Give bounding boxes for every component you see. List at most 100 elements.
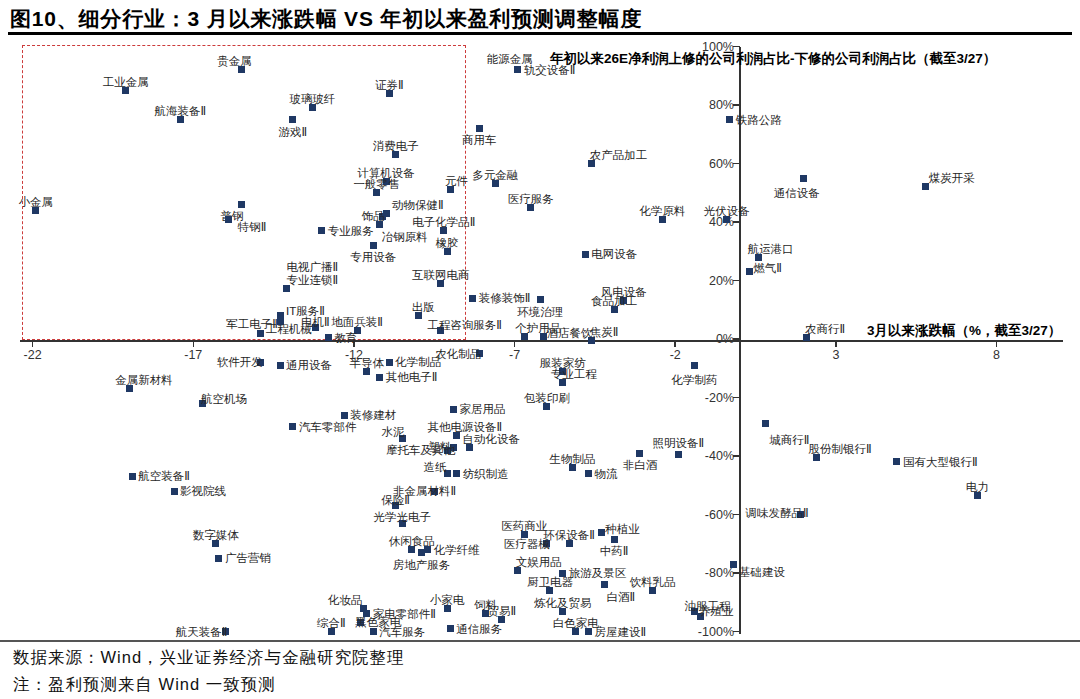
scatter-point xyxy=(469,295,476,302)
scatter-point xyxy=(585,628,592,635)
point-label: 医疗服务 xyxy=(508,193,554,206)
point-label: 通用设备 xyxy=(286,359,332,372)
point-label: 光伏设备 xyxy=(704,205,750,218)
point-label: 航海装备Ⅱ xyxy=(155,105,207,118)
point-label: 煤炭开采 xyxy=(929,172,975,185)
point-label: 焦炭Ⅱ xyxy=(590,326,619,339)
point-label: 物流 xyxy=(594,467,617,480)
scatter-point xyxy=(800,175,807,182)
point-label: 燃气Ⅱ xyxy=(753,261,782,274)
point-label: 游戏Ⅱ xyxy=(279,126,308,139)
point-label: 城商行Ⅱ xyxy=(769,434,809,447)
scatter-point xyxy=(325,334,332,341)
point-label: 养殖业 xyxy=(699,605,734,618)
y-tick-mark xyxy=(733,280,740,282)
point-label: 非白酒 xyxy=(623,459,658,472)
scatter-point xyxy=(171,488,178,495)
scatter-point xyxy=(582,251,589,258)
point-label: 电网设备 xyxy=(591,248,637,261)
point-label: 水泥 xyxy=(382,426,405,439)
point-label: 照明设备Ⅱ xyxy=(653,437,705,450)
x-axis-title: 3月以来涨跌幅（%，截至3/27） xyxy=(867,322,1061,340)
point-label: 电力 xyxy=(966,481,989,494)
point-label: 贵金属 xyxy=(217,55,252,68)
scatter-point xyxy=(537,296,544,303)
point-label: 农化制品 xyxy=(435,347,481,360)
footnote: 注：盈利预测来自 Wind 一致预测 xyxy=(13,674,276,696)
point-label: 航空装备Ⅱ xyxy=(138,470,190,483)
scatter-point xyxy=(453,470,460,477)
point-label: 调味发酵品Ⅱ xyxy=(745,506,808,519)
scatter-point xyxy=(289,116,296,123)
y-tick-mark xyxy=(733,397,740,399)
scatter-point xyxy=(363,610,370,617)
point-label: 商用车 xyxy=(462,134,497,147)
y-tick-label: 60% xyxy=(654,157,734,171)
scatter-point xyxy=(601,581,608,588)
point-label: 农商行Ⅱ xyxy=(805,323,845,336)
point-label: 股份制银行Ⅱ xyxy=(809,443,872,456)
y-tick-label: -40% xyxy=(654,449,734,463)
scatter-point xyxy=(585,470,592,477)
point-label: 化学制药 xyxy=(672,374,718,387)
y-tick-mark xyxy=(733,631,740,633)
y-axis-line xyxy=(739,47,741,634)
point-label: 特钢Ⅱ xyxy=(238,221,267,234)
x-tick-label: 8 xyxy=(967,348,1027,362)
point-label: 动物保健Ⅱ xyxy=(392,199,444,212)
scatter-point xyxy=(636,450,643,457)
point-label: 医药商业 xyxy=(501,520,547,533)
point-label: 通信设备 xyxy=(774,187,820,200)
point-label: 证券Ⅱ xyxy=(375,79,404,92)
scatter-point xyxy=(893,458,900,465)
point-label: 化学原料 xyxy=(639,205,685,218)
scatter-point xyxy=(675,451,682,458)
scatter-point xyxy=(418,549,425,556)
point-label: 元件 xyxy=(445,175,468,188)
point-label: 综合Ⅱ xyxy=(317,617,346,630)
source-note: 数据来源：Wind，兴业证券经济与金融研究院整理 xyxy=(13,647,405,669)
point-label: 数字媒体 xyxy=(193,529,239,542)
point-label: 包装印刷 xyxy=(524,392,570,405)
y-tick-mark xyxy=(733,104,740,106)
point-label: 环境治理 xyxy=(517,306,563,319)
point-label: 装修装饰Ⅱ xyxy=(479,292,531,305)
point-label: 航运港口 xyxy=(748,243,794,256)
point-label: 多元金融 xyxy=(472,169,518,182)
point-label: 专用设备 xyxy=(350,251,396,264)
x-tick-mark xyxy=(514,341,516,347)
point-label: 工业金属 xyxy=(103,76,149,89)
scatter-point xyxy=(424,546,431,553)
point-label: 电视广播Ⅱ xyxy=(287,261,339,274)
scatter-point xyxy=(476,125,483,132)
scatter-point xyxy=(762,420,769,427)
scatter-point xyxy=(691,362,698,369)
y-tick-mark xyxy=(733,163,740,165)
point-label: 农产品加工 xyxy=(590,149,648,162)
point-label: 金属新材料 xyxy=(115,374,173,387)
scatter-point xyxy=(277,362,284,369)
x-tick-label: -22 xyxy=(3,348,63,362)
point-label: 旅游及景区 xyxy=(569,567,627,580)
point-label: 纺织制造 xyxy=(463,467,509,480)
y-tick-label: -100% xyxy=(654,625,734,639)
point-label: 环保设备Ⅱ xyxy=(543,529,595,542)
x-tick-mark xyxy=(996,341,998,347)
x-tick-mark xyxy=(835,341,837,347)
scatter-point xyxy=(730,561,737,568)
point-label: 食品加工 xyxy=(591,295,637,308)
x-tick-label: -17 xyxy=(163,348,223,362)
point-label: 酒店餐饮 xyxy=(547,327,593,340)
point-label: 专业服务 xyxy=(328,224,374,237)
scatter-point xyxy=(370,628,377,635)
y-tick-mark xyxy=(733,338,740,340)
point-label: 非金属材料Ⅱ xyxy=(393,485,456,498)
point-label: 化学纤维 xyxy=(434,543,480,556)
y-tick-label: 100% xyxy=(654,40,734,54)
point-label: 软件开发 xyxy=(217,356,263,369)
point-label: 专业连锁Ⅱ xyxy=(287,274,339,287)
point-label: 广告营销 xyxy=(225,552,271,565)
point-label: 通信服务 xyxy=(456,622,502,635)
x-tick-mark xyxy=(674,341,676,347)
x-tick-label: -2 xyxy=(645,348,705,362)
